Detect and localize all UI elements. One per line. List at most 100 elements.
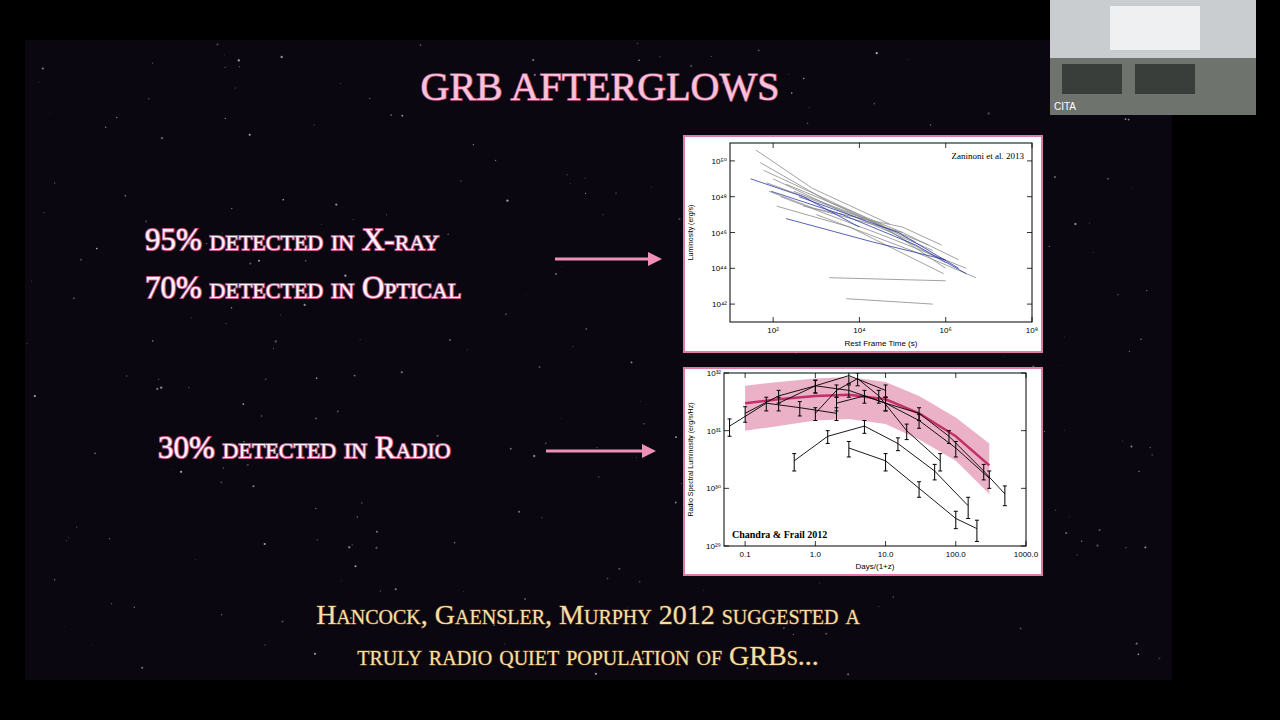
error-bar <box>847 373 851 384</box>
star <box>1089 223 1090 224</box>
star <box>340 83 342 85</box>
star <box>161 137 163 139</box>
page-background <box>0 0 1280 720</box>
star <box>225 322 227 324</box>
star <box>279 314 281 316</box>
series-line <box>794 426 968 506</box>
x-tick <box>955 541 956 546</box>
error-cap <box>792 453 796 454</box>
star <box>561 266 563 268</box>
star <box>678 218 680 220</box>
panel-background <box>684 136 1042 352</box>
star <box>348 546 350 548</box>
star <box>190 317 191 318</box>
star <box>1096 544 1098 546</box>
x-tick <box>859 317 860 322</box>
error-cap <box>826 443 830 444</box>
star <box>585 328 586 329</box>
error-stem <box>885 454 886 471</box>
star <box>639 401 641 403</box>
arrow-head <box>648 252 662 266</box>
star <box>681 483 683 485</box>
star <box>316 377 318 379</box>
y-tick <box>1021 488 1026 489</box>
y-tick-label: 10²⁹ <box>706 542 721 551</box>
star <box>1130 188 1132 190</box>
star <box>225 118 226 119</box>
star <box>659 56 660 57</box>
error-cap <box>947 430 951 431</box>
star <box>354 206 356 208</box>
error-bar <box>764 397 768 411</box>
star <box>532 59 534 61</box>
series-line <box>849 448 977 529</box>
x-tick-label: 10² <box>767 326 779 335</box>
star <box>194 559 196 561</box>
error-stem <box>906 424 907 440</box>
y-tick <box>730 232 735 233</box>
star <box>80 259 82 261</box>
slide-title: GRB AFTERGLOWS <box>421 64 780 109</box>
error-bar <box>954 511 958 528</box>
star <box>68 537 70 539</box>
x-tick <box>773 317 774 322</box>
star <box>1076 554 1078 556</box>
error-cap <box>847 441 851 442</box>
error-cap <box>862 403 866 404</box>
star <box>335 203 337 205</box>
star <box>675 436 677 438</box>
star <box>1125 547 1126 548</box>
star <box>460 180 462 182</box>
error-stem <box>968 497 969 518</box>
y-tick-label: 10³¹ <box>707 427 722 436</box>
error-cap <box>777 390 781 391</box>
series-line <box>837 396 1005 494</box>
y-axis-title: Luminosity (erg/s) <box>687 205 695 261</box>
star <box>595 673 597 675</box>
star <box>807 123 809 125</box>
error-cap <box>884 384 888 385</box>
star <box>598 476 600 478</box>
star <box>1140 338 1142 340</box>
error-bar <box>792 454 796 471</box>
x-tick <box>745 373 746 378</box>
star <box>375 547 377 549</box>
star <box>264 543 266 545</box>
y-tick <box>1021 373 1026 374</box>
footnote-text: Hancock, Gaensler, Murphy 2012 suggested… <box>316 599 860 630</box>
star <box>615 192 617 194</box>
error-stem <box>745 407 746 423</box>
error-cap <box>954 456 958 457</box>
chart-panel: 0.11.010.0100.01000.010²⁹10³⁰10³¹10³²Day… <box>684 368 1042 575</box>
star <box>545 442 547 444</box>
star <box>1158 657 1160 659</box>
error-cap <box>792 470 796 471</box>
x-tick <box>885 541 886 546</box>
scatter-band <box>745 377 989 494</box>
star <box>1107 178 1109 180</box>
error-cap <box>884 397 888 398</box>
error-bar <box>938 454 942 471</box>
x-tick <box>815 541 816 546</box>
star <box>566 174 568 176</box>
star <box>73 298 74 299</box>
webcam-screen <box>1110 6 1200 50</box>
star <box>1146 290 1147 291</box>
star <box>134 606 135 607</box>
error-cap <box>905 439 909 440</box>
series-line <box>799 197 959 269</box>
error-stem <box>836 397 837 411</box>
error-stem <box>864 421 865 434</box>
star <box>148 98 149 99</box>
star <box>249 134 251 136</box>
error-cap <box>905 424 909 425</box>
error-cap <box>764 410 768 411</box>
x-tick <box>1032 143 1033 148</box>
star <box>510 448 512 450</box>
arrow-shaft <box>546 450 646 453</box>
error-stem <box>848 385 849 397</box>
x-tick <box>885 373 886 378</box>
error-stem <box>794 454 795 471</box>
x-tick-label: 10⁸ <box>1026 326 1038 335</box>
y-tick <box>724 373 729 374</box>
